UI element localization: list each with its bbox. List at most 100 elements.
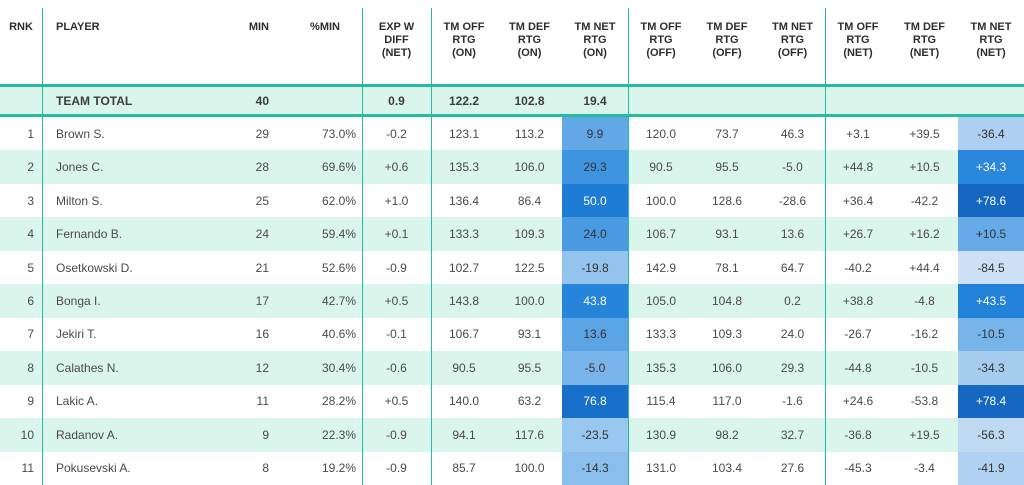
cell-net_off: 32.7 [780,427,805,442]
cell-player: Radanov A. [56,427,119,442]
heat-cell-net_on: -14.3 [562,451,628,485]
cell-off_off: 133.3 [645,327,677,342]
cell-off_off [628,87,694,114]
cell-exp_w_diff: 0.9 [388,93,405,108]
cell-off_on: 143.8 [448,293,480,308]
player-row-11: 11 Pokusevski A. 8 19.2% -0.9 85.7 100.0 -14.3 1… [0,451,1024,485]
heat-cell-net_on: 24.0 [562,217,628,251]
cell-def_off: 109.3 [711,327,743,342]
cell-pct_min: 22.3% [321,427,356,442]
cell-net_off: 46.3 [780,126,805,141]
cell-off_on: 122.2 [448,93,480,108]
cell-net_off: 27.6 [780,461,805,476]
cell-def_on: 102.8 [514,93,545,108]
cell-pct_min: 59.4% [321,227,356,242]
cell-rnk: 2 [27,160,34,175]
cell-rnk: 5 [27,260,34,275]
cell-def_on: 95.5 [517,360,542,375]
header-player: PLAYER [56,21,100,33]
cell-player: Fernando B. [56,227,123,242]
cell-exp_w_diff: -0.9 [386,427,407,442]
cell-def_net: +16.2 [909,227,940,242]
header-rnk: RNK [9,21,33,33]
header-def_net: TM DEF RTG (NET) [904,21,945,59]
cell-pct_min: 40.6% [321,327,356,342]
cell-min: 9 [262,427,269,442]
cell-rnk: 9 [27,394,34,409]
header-exp_w_diff: EXP W DIFF (NET) [378,21,415,59]
cell-off_on: 102.7 [448,260,480,275]
cell-rnk: 10 [20,427,34,442]
header-def_off: TM DEF RTG (OFF) [706,21,748,59]
cell-off_off: 120.0 [645,126,677,141]
table-header-row: RNK PLAYER MIN %MIN EXP W DIFF (NET) TM OFF R… [0,0,1024,84]
cell-min: 28 [255,160,269,175]
heat-cell-net_on: 9.9 [562,117,628,151]
heat-cell-net_on: 29.3 [562,150,628,184]
cell-net_off: 13.6 [780,227,805,242]
cell-rnk: 8 [27,360,34,375]
header-net_net: TM NET RTG (NET) [970,21,1012,59]
header-off_net: TM OFF RTG (NET) [837,21,879,59]
cell-def_net: -4.8 [914,293,935,308]
header-def_on: TM DEF RTG (ON) [509,21,550,59]
cell-net_off: -5.0 [782,160,803,175]
heat-cell-net_net: +10.5 [958,217,1024,251]
header-off_off: TM OFF RTG (OFF) [640,21,682,59]
player-row-1: 1 Brown S. 29 73.0% -0.2 123.1 113.2 9.9 120.0 73… [0,117,1024,151]
cell-pct_min: 42.7% [321,293,356,308]
cell-min: 40 [255,93,269,108]
cell-off_net: -40.2 [844,260,872,275]
heat-cell-net_net: -56.3 [958,418,1024,452]
cell-off_on: 90.5 [452,360,476,375]
cell-def_net: +10.5 [909,160,940,175]
cell-off_net [825,87,891,114]
header-net_off: TM NET RTG (OFF) [772,21,813,59]
cell-def_net: -3.4 [914,461,935,476]
heat-cell-net_on: 76.8 [562,384,628,419]
cell-pct_min: 19.2% [321,461,356,476]
player-row-9: 9 Lakic A. 11 28.2% +0.5 140.0 63.2 76.8 115.4 11… [0,384,1024,419]
cell-def_off: 95.5 [715,160,739,175]
cell-player: Jekiri T. [56,327,97,342]
cell-off_off: 106.7 [645,227,677,242]
heat-cell-net_net: -34.3 [958,351,1024,385]
cell-net_net [958,87,1024,114]
cell-exp_w_diff: -0.1 [386,327,407,342]
cell-def_net: +44.4 [909,260,940,275]
cell-net_off: 0.2 [784,293,801,308]
cell-exp_w_diff: -0.2 [386,126,407,141]
cell-rnk: 6 [27,293,34,308]
cell-player: Pokusevski A. [56,461,131,476]
cell-exp_w_diff: +0.6 [384,160,409,175]
cell-off_off: 135.3 [645,360,677,375]
heat-cell-net_net: +78.6 [958,183,1024,218]
cell-def_on: 106.0 [514,160,545,175]
cell-off_net: -45.3 [844,461,872,476]
cell-def_off: 73.7 [715,126,739,141]
heat-cell-net_net: -36.4 [958,117,1024,151]
cell-player: Calathes N. [56,360,119,375]
cell-min: 12 [255,360,269,375]
cell-exp_w_diff: -0.6 [386,360,407,375]
cell-player: Milton S. [56,193,103,208]
cell-net_off: -28.6 [778,193,807,208]
cell-min: 16 [255,327,269,342]
cell-pct_min: 62.0% [321,193,356,208]
cell-off_off: 131.0 [645,461,677,476]
cell-def_on: 109.3 [514,227,545,242]
cell-def_on: 86.4 [517,193,542,208]
cell-min: 29 [255,126,269,141]
cell-pct_min: 69.6% [321,160,356,175]
header-off_on: TM OFF RTG (ON) [443,21,485,59]
cell-off_off: 142.9 [645,260,677,275]
team-total-row: TEAM TOTAL 40 0.9 122.2 102.8 19.4 [0,84,1024,117]
cell-off_net: +38.8 [842,293,874,308]
heat-cell-net_on: -23.5 [562,418,628,452]
cell-min: 11 [256,394,269,409]
cell-off_net: -26.7 [844,327,872,342]
header-min: MIN [248,21,269,33]
cell-player: Lakic A. [56,394,99,409]
cell-off_on: 136.4 [448,193,480,208]
cell-off_off: 130.9 [645,427,677,442]
